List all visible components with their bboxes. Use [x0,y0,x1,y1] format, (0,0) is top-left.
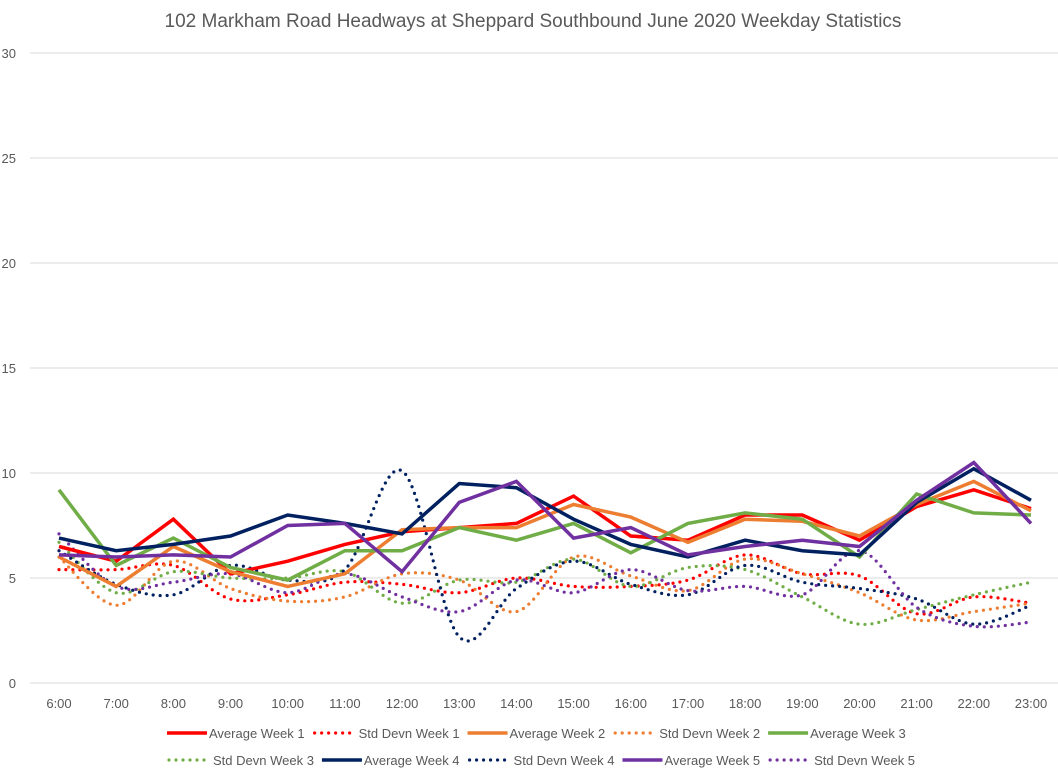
legend-label: Std Devn Week 4 [514,753,615,768]
legend-item-average-week-2: Average Week 2 [467,726,606,741]
y-tick-label: 0 [9,676,16,691]
series-line-average-week-5 [58,460,1033,575]
legend-label: Average Week 1 [209,726,305,741]
legend-item-std-devn-week-5: Std Devn Week 5 [768,753,915,768]
legend-item-average-week-1: Average Week 1 [167,726,305,741]
legend-label: Std Devn Week 1 [359,726,460,741]
y-tick-label: 15 [2,361,16,376]
series-line-average-week-2 [58,479,1032,589]
y-tick-label: 20 [2,256,16,271]
legend-item-average-week-3: Average Week 3 [768,726,906,741]
y-axis-ticks: 0 5 10 15 20 25 30 [2,46,16,691]
legend-label: Average Week 5 [664,753,760,768]
series-line-average-week-4 [58,466,1032,559]
legend-item-average-week-4: Average Week 4 [321,753,460,768]
x-tick-label: 18:00 [729,696,762,711]
x-tick-label: 22:00 [958,696,991,711]
x-tick-label: 16:00 [614,696,647,711]
x-tick-label: 15:00 [557,696,590,711]
x-tick-label: 9:00 [218,696,243,711]
x-tick-label: 8:00 [161,696,186,711]
x-axis-ticks: 6:00 7:00 8:00 9:00 10:00 11:00 12:00 13:00 14:0… [46,696,1047,711]
legend-item-average-week-5: Average Week 5 [622,753,760,768]
legend-item-std-devn-week-2: Std Devn Week 2 [613,726,760,741]
series-line-std-devn-week-1 [57,553,1033,616]
gridlines [30,52,1058,684]
chart-title: 102 Markham Road Headways at Sheppard So… [165,11,902,32]
x-tick-label: 21:00 [900,696,933,711]
x-tick-label: 20:00 [843,696,876,711]
series-line-std-devn-week-2 [57,554,1033,623]
y-tick-label: 30 [2,46,16,61]
legend-item-std-devn-week-4: Std Devn Week 4 [467,753,615,768]
legend-label: Std Devn Week 2 [659,726,760,741]
legend-label: Std Devn Week 5 [814,753,915,768]
x-tick-label: 13:00 [443,696,476,711]
x-tick-label: 10:00 [271,696,304,711]
x-tick-label: 7:00 [104,696,129,711]
series-line-std-devn-week-4 [57,468,1033,643]
series-line-std-devn-week-3 [57,540,1033,626]
legend-label: Average Week 4 [364,753,460,768]
x-tick-label: 14:00 [500,696,533,711]
x-tick-label: 23:00 [1015,696,1048,711]
legend-item-std-devn-week-3: Std Devn Week 3 [167,753,314,768]
legend: Average Week 1 Std Devn Week 1 Average Wee… [167,726,915,768]
legend-label: Average Week 3 [810,726,906,741]
legend-label: Average Week 2 [510,726,606,741]
legend-item-std-devn-week-1: Std Devn Week 1 [313,726,460,741]
legend-label: Std Devn Week 3 [213,753,314,768]
x-tick-label: 17:00 [672,696,705,711]
y-tick-label: 5 [9,571,16,586]
x-tick-label: 19:00 [786,696,819,711]
x-tick-label: 11:00 [329,696,361,711]
y-tick-label: 10 [2,466,16,481]
x-tick-label: 6:00 [46,696,71,711]
y-tick-label: 25 [2,151,16,166]
series-lines [57,460,1033,643]
x-tick-label: 12:00 [386,696,419,711]
